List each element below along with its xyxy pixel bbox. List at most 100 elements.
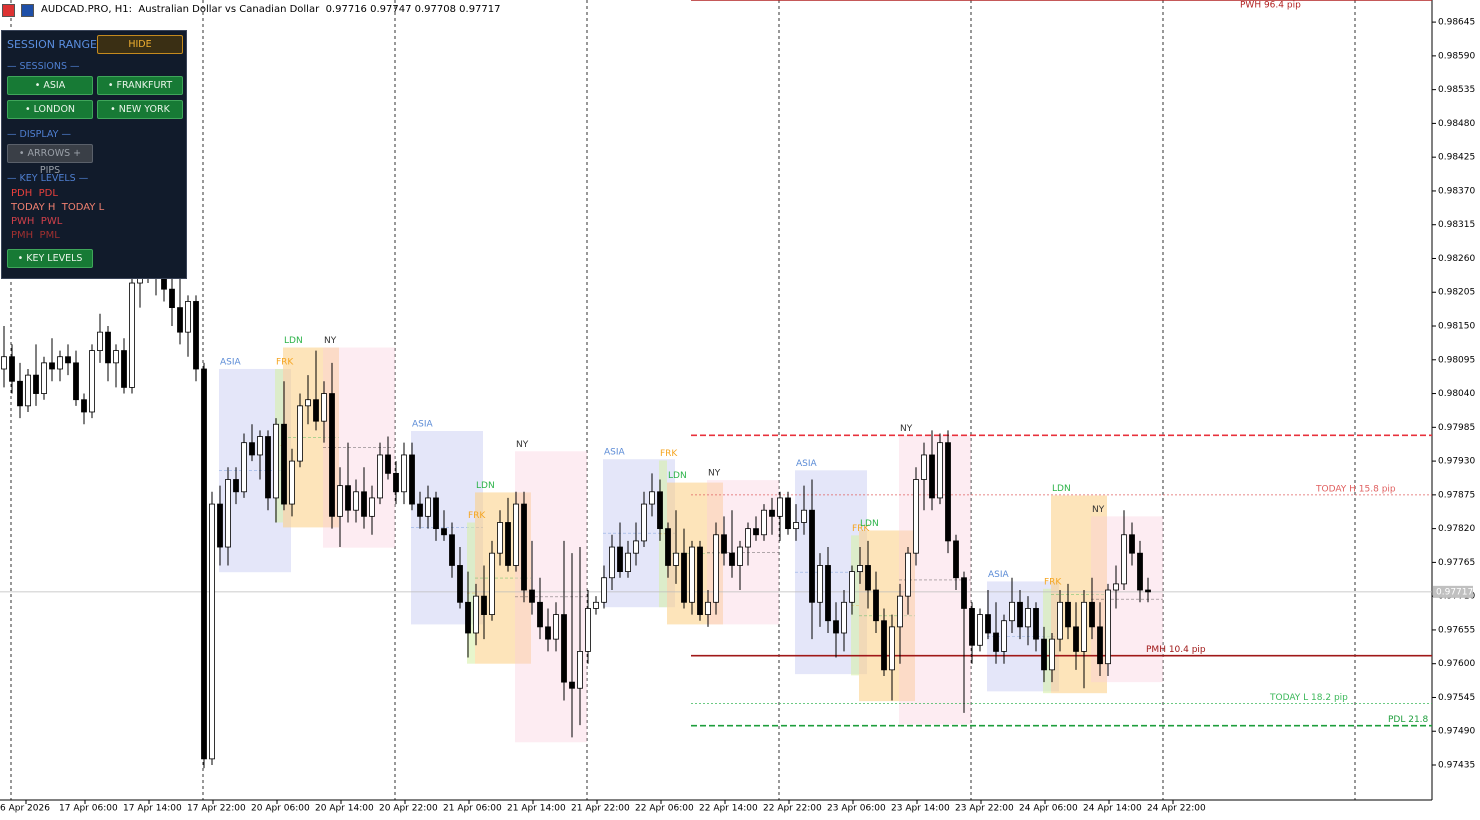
current-price-tag <box>1433 585 1473 598</box>
session-button[interactable]: • ASIA <box>7 76 93 95</box>
candle-body <box>521 503 527 591</box>
x-tick-label: 6 Apr 2026 <box>0 804 50 814</box>
candle-body <box>281 423 287 505</box>
display-button[interactable]: • ARROWS + PIPS <box>7 144 93 176</box>
y-tick-label: 0.98645 <box>1438 18 1475 28</box>
y-tick-label: 0.97600 <box>1438 659 1475 669</box>
hide-button[interactable]: HIDE <box>97 35 183 54</box>
session-label: NY <box>324 336 337 346</box>
session-button[interactable]: • NEW YORK <box>97 100 183 119</box>
y-tick-label: 0.97435 <box>1438 761 1475 771</box>
candle-body <box>657 491 663 530</box>
key-level-item: PMH PML <box>11 230 60 241</box>
candle-body <box>673 552 679 566</box>
candle-body <box>593 601 599 609</box>
candle-body <box>809 509 815 603</box>
section-heading: — KEY LEVELS — <box>7 173 89 184</box>
y-tick-label: 0.97655 <box>1438 625 1475 635</box>
candle-body <box>1041 638 1047 671</box>
x-tick-label: 23 Apr 14:00 <box>891 804 950 814</box>
candle-body <box>121 350 127 388</box>
candle-body <box>561 614 567 683</box>
candle-body <box>1057 601 1063 640</box>
key-level-label: TODAY L 18.2 pip <box>1269 693 1348 703</box>
candle-body <box>969 608 975 646</box>
candle-body <box>313 399 319 422</box>
candle-body <box>1137 552 1143 591</box>
candle-body <box>993 632 999 652</box>
candle-body <box>401 454 407 493</box>
candle-body <box>241 442 247 493</box>
candle-body <box>433 497 439 530</box>
candle-body <box>177 307 183 333</box>
candle-body <box>641 503 647 542</box>
y-tick-label: 0.98315 <box>1438 220 1475 230</box>
candle-body <box>481 595 487 615</box>
candle-body <box>897 595 903 628</box>
x-tick-label: 21 Apr 22:00 <box>571 804 630 814</box>
candle-body <box>817 565 823 603</box>
candle-body <box>1073 626 1079 652</box>
candle-body <box>473 595 479 634</box>
session-label: ASIA <box>988 570 1010 580</box>
session-button[interactable]: • FRANKFURT <box>97 76 183 95</box>
candle-body <box>457 565 463 603</box>
candle-body <box>825 565 831 622</box>
candle-body <box>321 393 327 422</box>
candle-body <box>1065 601 1071 628</box>
candle-body <box>65 356 71 364</box>
candle-body <box>105 331 111 364</box>
chart-header: AUDCAD.PRO, H1: Australian Dollar vs Can… <box>41 4 501 15</box>
candle-body <box>97 331 103 351</box>
panel-title: SESSION RANGE <box>7 38 97 51</box>
session-label: FRK <box>276 357 294 367</box>
candle-body <box>329 393 335 517</box>
session-box <box>659 460 667 608</box>
candle-body <box>513 503 519 566</box>
candle-body <box>17 380 23 407</box>
x-tick-label: 21 Apr 06:00 <box>443 804 502 814</box>
candle-body <box>201 368 207 760</box>
x-tick-label: 22 Apr 14:00 <box>699 804 758 814</box>
candle-body <box>129 282 135 388</box>
candle-body <box>777 497 783 517</box>
candle-body <box>1049 638 1055 671</box>
y-tick-label: 0.98480 <box>1438 119 1475 129</box>
candle-body <box>225 479 231 548</box>
candle-body <box>1033 608 1039 640</box>
session-label: LDN <box>860 519 879 529</box>
candle-body <box>233 479 239 493</box>
session-button[interactable]: • LONDON <box>7 100 93 119</box>
y-tick-label: 0.98205 <box>1438 288 1475 298</box>
candle-body <box>361 491 367 517</box>
y-tick-label: 0.98095 <box>1438 355 1475 365</box>
candle-body <box>73 362 79 401</box>
candle-body <box>1001 620 1007 652</box>
candle-body <box>681 552 687 603</box>
key-level-item: PDH PDL <box>11 188 58 199</box>
candle-body <box>617 546 623 573</box>
y-tick-label: 0.97875 <box>1438 490 1475 500</box>
x-tick-label: 20 Apr 06:00 <box>251 804 310 814</box>
candle-body <box>705 601 711 615</box>
session-label: NY <box>708 469 721 479</box>
candle-body <box>697 546 703 615</box>
candle-body <box>1009 601 1015 622</box>
candle-body <box>857 565 863 573</box>
key-levels-button[interactable]: • KEY LEVELS <box>7 249 93 268</box>
candle-body <box>569 681 575 689</box>
session-label: LDN <box>284 336 303 346</box>
candle-body <box>889 626 895 671</box>
candle-body <box>865 565 871 591</box>
session-label: LDN <box>476 481 495 491</box>
candle-body <box>1017 601 1023 628</box>
session-box <box>1043 588 1051 694</box>
candle-body <box>1145 589 1151 593</box>
candle-body <box>665 528 671 566</box>
candle-body <box>465 601 471 634</box>
session-label: NY <box>516 440 529 450</box>
candle-body <box>961 577 967 609</box>
y-tick-label: 0.98590 <box>1438 51 1475 61</box>
candle-body <box>81 399 87 413</box>
